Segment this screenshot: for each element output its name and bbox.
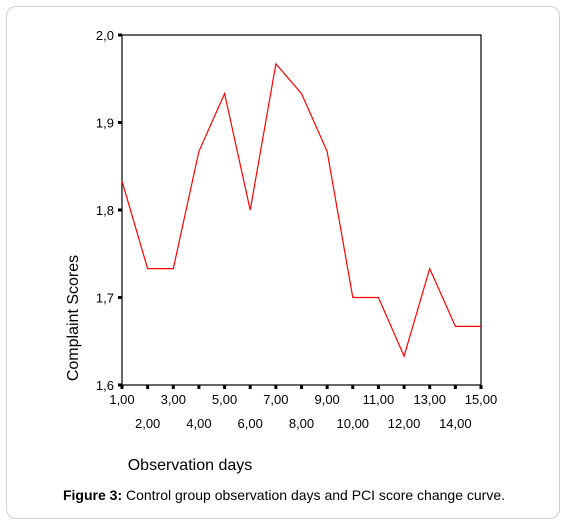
x-tick-label: 10,00	[337, 416, 370, 431]
x-tick-label: 8,00	[289, 416, 314, 431]
y-tick-label: 1,6	[96, 378, 114, 393]
x-tick-label: 15,00	[465, 392, 498, 407]
y-tick-mark	[118, 33, 122, 37]
x-tick-mark	[325, 385, 329, 389]
x-tick-mark	[300, 385, 303, 389]
y-tick-mark	[118, 383, 122, 387]
x-tick-mark	[376, 385, 380, 389]
x-tick-mark	[274, 385, 278, 389]
y-tick-label: 2,0	[96, 28, 114, 43]
x-tick-mark	[402, 385, 406, 389]
x-tick-mark	[223, 385, 227, 389]
x-tick-label: 12,00	[388, 416, 421, 431]
x-tick-mark	[171, 385, 175, 389]
x-tick-mark	[120, 385, 124, 389]
y-axis-title: Complaint Scores	[65, 255, 82, 381]
x-tick-label: 6,00	[238, 416, 263, 431]
line-chart: 1,6 1,7 1,8 1,9 2,0 1,002,003,004,005,006,00…	[65, 28, 498, 474]
x-tick-label: 14,00	[439, 416, 472, 431]
x-tick-label: 4,00	[186, 416, 211, 431]
figure-caption: Figure 3: Control group observation days…	[0, 487, 568, 503]
x-tick-mark	[197, 385, 201, 389]
y-tick-label: 1,8	[96, 203, 114, 218]
x-tick-label: 7,00	[263, 392, 288, 407]
caption-label: Figure 3:	[62, 487, 123, 503]
x-tick-label: 2,00	[135, 416, 160, 431]
x-tick-mark	[428, 385, 432, 389]
x-axis-title: Observation days	[128, 457, 253, 474]
x-tick-label: 3,00	[161, 392, 186, 407]
caption-text: Control group observation days and PCI s…	[122, 487, 505, 503]
x-tick-label: 9,00	[314, 392, 339, 407]
x-tick-mark	[351, 385, 355, 389]
y-tick-label: 1,7	[96, 291, 114, 306]
x-tick-mark	[248, 385, 252, 389]
y-tick-label: 1,9	[96, 116, 114, 131]
y-tick-mark	[118, 296, 122, 299]
x-tick-label: 5,00	[212, 392, 237, 407]
x-tick-label: 11,00	[363, 392, 395, 407]
plot-area	[121, 34, 482, 386]
x-tick-label: 1,00	[109, 392, 134, 407]
y-tick-mark	[118, 208, 122, 212]
x-tick-mark	[146, 385, 150, 389]
x-tick-mark	[453, 385, 457, 389]
x-tick-mark	[479, 385, 483, 389]
y-tick-mark	[118, 121, 122, 124]
x-tick-label: 13,00	[413, 392, 446, 407]
series-line	[121, 62, 481, 358]
